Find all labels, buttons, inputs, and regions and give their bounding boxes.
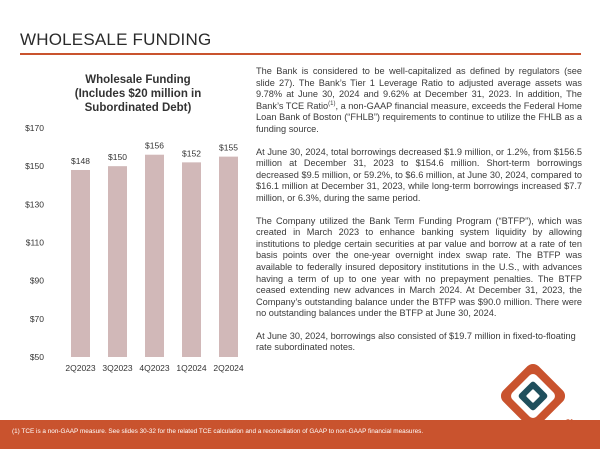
data-label: $148 <box>71 156 90 166</box>
bar-3Q2023 <box>108 166 127 357</box>
y-tick-label: $90 <box>30 276 44 286</box>
chart-title-line-2: (Includes $20 million in <box>74 88 202 100</box>
body-text: The Bank is considered to be well-capita… <box>256 66 582 365</box>
wholesale-funding-chart: $50 $70 $90 $110 $130 $150 $170 $148 2Q2023 $150 3… <box>25 123 244 373</box>
y-tick-label: $50 <box>30 352 44 362</box>
data-label: $152 <box>182 148 201 158</box>
data-label: $156 <box>145 141 164 151</box>
footnote-marker: (1) <box>328 100 336 107</box>
y-tick-label: $70 <box>30 314 44 324</box>
company-logo-icon <box>500 363 566 429</box>
paragraph-subordinated-notes: At June 30, 2024, borrowings also consis… <box>256 330 576 353</box>
chart-title-line-3: Subordinated Debt) <box>84 102 192 114</box>
paragraph-btfp: The Company utilized the Bank Term Fundi… <box>256 215 582 319</box>
y-tick-label: $110 <box>26 238 45 248</box>
paragraph-borrowings: At June 30, 2024, total borrowings decre… <box>256 146 582 203</box>
paragraph-capital-text-a: The Bank is considered to be well-capita… <box>256 66 582 111</box>
y-tick-label: $170 <box>25 123 44 133</box>
x-tick-label: 3Q2023 <box>102 363 133 373</box>
y-tick-label: $150 <box>25 161 44 171</box>
bar-2Q2023 <box>71 169 90 357</box>
chart-title: Wholesale Funding (Includes $20 million … <box>52 73 224 115</box>
x-tick-label: 4Q2023 <box>139 363 170 373</box>
x-tick-label: 2Q2024 <box>213 363 244 373</box>
paragraph-capital: The Bank is considered to be well-capita… <box>256 66 582 136</box>
page-number: 21 <box>566 419 574 426</box>
footnote: (1) TCE is a non-GAAP measure. See slide… <box>12 428 424 435</box>
x-tick-label: 2Q2023 <box>65 363 96 373</box>
page-title: WHOLESALE FUNDING <box>20 30 212 49</box>
paragraph-capital-text-b: , a non-GAAP financial measure, exceeds … <box>256 100 583 134</box>
bar-4Q2023 <box>145 154 164 357</box>
footer-bar <box>0 420 600 449</box>
x-tick-label: 1Q2024 <box>176 363 207 373</box>
bar-1Q2024 <box>182 162 201 357</box>
data-label: $150 <box>108 152 127 162</box>
title-divider <box>20 53 581 55</box>
bar-2Q2024 <box>219 156 238 357</box>
data-label: $155 <box>219 143 238 153</box>
y-tick-label: $130 <box>25 199 44 209</box>
chart-title-line-1: Wholesale Funding <box>85 74 191 86</box>
